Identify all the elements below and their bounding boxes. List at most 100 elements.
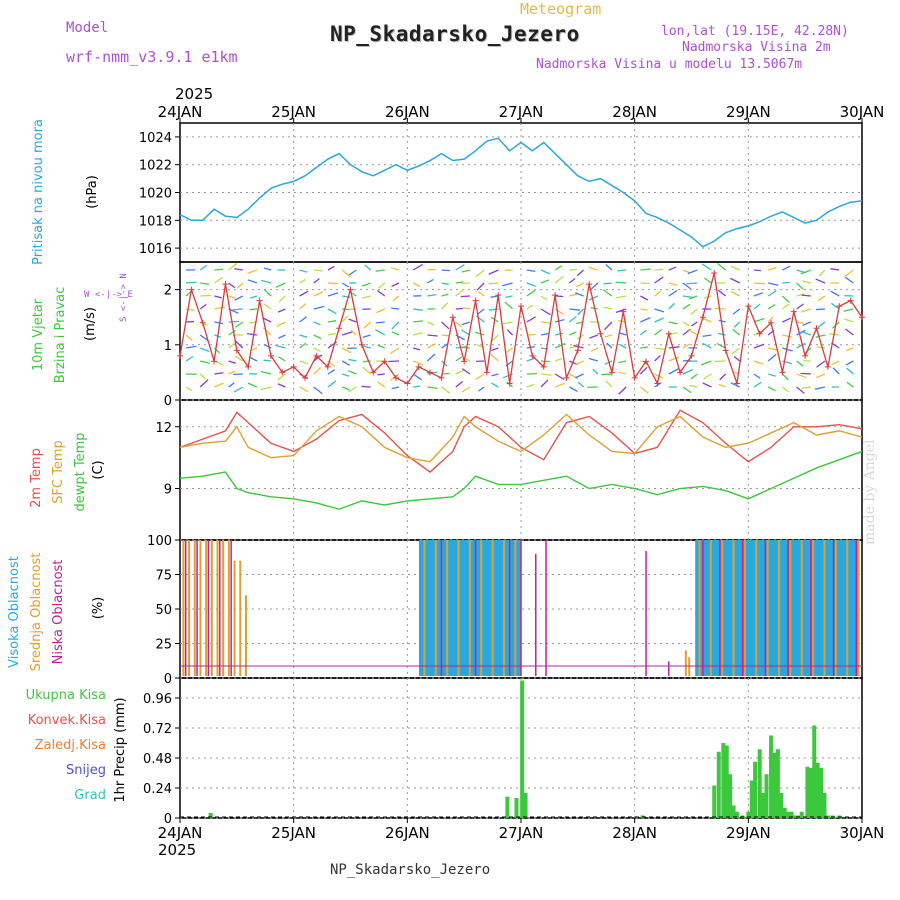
wind-speed-point: [745, 303, 752, 310]
wind-arrow: [554, 373, 565, 381]
wind-arrow: [526, 304, 534, 310]
wind-arrow: [455, 369, 464, 375]
wind-arrow: [554, 342, 566, 349]
wind-arrow: [554, 382, 565, 388]
wind-arrow: [569, 308, 581, 311]
wind-arrow: [250, 295, 258, 299]
wind-arrow: [426, 353, 436, 362]
wind-arrow: [348, 269, 357, 276]
cloud-bar: [702, 540, 704, 676]
cloud-bar: [810, 540, 812, 676]
wind-arrow: [540, 373, 552, 376]
precip-bar: [514, 798, 519, 818]
precip-bar: [805, 766, 810, 818]
x-date-label-top: 27JAN: [499, 103, 544, 121]
wind-arrow: [818, 269, 826, 277]
wind-arrow: [199, 347, 210, 353]
wind-speed-point: [313, 352, 320, 359]
y-tick-label: 0: [164, 672, 172, 687]
wind-arrow: [686, 282, 698, 285]
wind-arrow: [341, 315, 349, 323]
wind-arrow: [377, 381, 386, 388]
cloud-bar: [766, 540, 769, 676]
wind-arrow: [753, 282, 765, 285]
wind-arrow: [753, 373, 761, 379]
wind-arrow: [540, 279, 550, 284]
wind-arrow: [668, 346, 680, 349]
wind-arrow: [477, 386, 485, 392]
cloud-bar: [855, 540, 860, 676]
x-date-label-top: 28JAN: [612, 103, 657, 121]
cloud-bar: [508, 540, 511, 676]
wind-arrow: [441, 386, 451, 394]
wind-arrow: [796, 329, 806, 336]
wind-speed-point: [347, 286, 354, 293]
wind-arrow: [690, 321, 698, 327]
precip-bar: [724, 745, 729, 818]
precip-legend-item: Grad: [74, 788, 106, 803]
cloud-bar: [698, 540, 703, 676]
precip-bar: [792, 815, 797, 818]
wind-arrow: [718, 383, 726, 388]
wind-arrow: [214, 321, 224, 325]
precip-bar: [731, 805, 736, 818]
cloud-bar: [219, 540, 221, 676]
x-date-label-bottom: 24JAN: [158, 824, 203, 842]
cloud-bar: [729, 540, 734, 676]
wind-arrow: [455, 264, 465, 271]
y-tick-label: 0: [164, 812, 172, 827]
x-date-label-top: 24JAN: [158, 103, 203, 121]
wind-unit-label: (m/s): [83, 307, 98, 341]
y-tick-label: 1: [164, 339, 172, 354]
wind-arrow: [375, 328, 386, 336]
wind-arrow: [313, 334, 322, 340]
wind-arrow: [299, 302, 307, 310]
cloud-bar: [743, 540, 746, 676]
wind-arrow: [377, 373, 385, 376]
wind-arrow: [732, 308, 741, 315]
wind-arrow: [703, 373, 712, 380]
wind-arrow: [604, 334, 613, 338]
cloud-bar: [812, 540, 815, 676]
wind-arrow: [341, 360, 351, 366]
wind-arrow: [388, 360, 400, 363]
cloud-bar: [789, 540, 792, 676]
wind-arrow: [475, 373, 485, 380]
wind-arrow: [782, 281, 790, 284]
wind-arrow: [278, 295, 286, 303]
wind-arrow: [796, 373, 807, 379]
wind-arrow: [717, 262, 727, 271]
wind-arrow: [577, 381, 585, 388]
wind-arrow: [577, 308, 585, 316]
wind-arrow: [488, 282, 499, 285]
wind-arrow: [817, 321, 826, 328]
cloud-bar: [193, 540, 196, 676]
wind-arrow: [236, 282, 244, 289]
wind-arrow: [377, 344, 386, 349]
precip-bar: [764, 774, 769, 818]
temp-axis-label-sfc: SFC Temp: [51, 440, 66, 504]
x-date-label-bottom: 28JAN: [612, 824, 657, 842]
precip-bar: [808, 768, 813, 818]
wind-arrow: [299, 342, 307, 349]
cloud-bar: [705, 540, 710, 676]
wind-arrow: [455, 281, 464, 284]
wind-arrow: [247, 269, 258, 275]
y-tick-label: 12: [155, 421, 172, 436]
cloud-bar: [848, 540, 853, 676]
wind-arrow: [640, 346, 648, 349]
wind-arrow: [801, 386, 811, 390]
wind-arrow: [569, 331, 577, 336]
wind-speed-point: [586, 281, 593, 288]
wind-speed-point: [336, 325, 343, 332]
cloud-bar: [698, 540, 701, 676]
wind-arrow: [569, 268, 577, 271]
wind-arrow: [540, 321, 551, 324]
precip-bar: [822, 793, 827, 818]
y-tick-label: 0.96: [143, 692, 172, 707]
wind-arrow: [668, 266, 677, 271]
wind-arrow: [185, 281, 197, 284]
wind-arrow: [234, 295, 244, 301]
wind-arrow: [362, 366, 372, 375]
